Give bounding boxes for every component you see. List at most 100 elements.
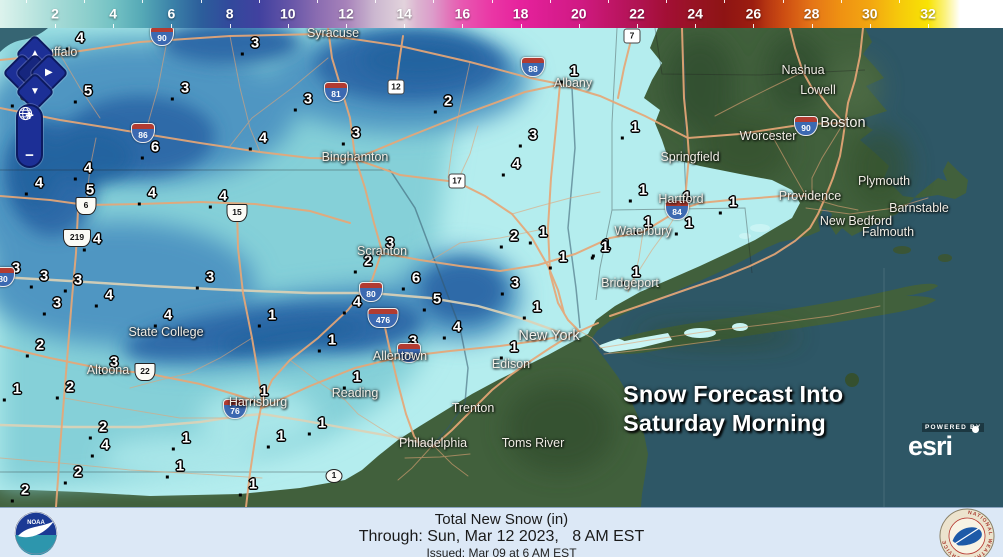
city-label-hartford: Hartford [658,192,704,206]
colorbar-tick [404,24,406,28]
colorbar-label: 18 [512,5,529,22]
city-label-plymouth: Plymouth [857,174,911,188]
snow-value: 2 [55,379,74,400]
us-route-6-shield: 6 [75,197,97,215]
colorbar-tick [695,24,697,28]
snow-value-marker [501,173,505,177]
us-route-15-shield: 15 [226,204,248,222]
snow-value: 4 [73,160,92,181]
interstate-90-shield: 90 [150,28,174,46]
snow-value: 3 [42,295,61,316]
snow-value-marker [620,136,624,140]
city-label-edison: Edison [491,357,531,371]
snow-value: 1 [171,430,190,451]
city-label-bridgeport: Bridgeport [601,276,659,290]
snow-value: 1 [307,415,326,436]
snow-value-marker [248,147,252,151]
city-label-lowell: Lowell [800,83,836,97]
nws-seal: NATIONAL WEATHER SERVICE [938,508,996,557]
zoom-out-button[interactable]: − [25,147,34,164]
snow-value: 5 [73,83,92,104]
snow-value-marker [140,156,144,160]
snow-value-marker [137,202,141,206]
snow-value-marker [240,52,244,56]
snow-value: 4 [442,319,461,340]
noaa-text: NOAA [27,520,45,526]
lake-erie [0,28,48,52]
interstate-86-shield: 86 [131,123,155,143]
interstate-78-shield: 78 [397,343,421,363]
colorbar-tick [142,0,144,3]
snow-value: 2 [88,419,107,440]
city-label-new-bedford: New Bedford [819,214,893,228]
footer-text: Total New Snow (in) Through: Sun, Mar 12… [0,508,1003,557]
snow-value-marker [99,371,103,375]
snow-value: 3 [500,275,519,296]
snow-value: 1 [548,249,567,270]
snow-value-marker [293,108,297,112]
map-terrain [0,28,1003,507]
snow-value: 3 [518,127,537,148]
terrain-shading [505,33,910,473]
snow-value: 1 [238,476,257,497]
city-label-barnstable: Barnstable [889,201,949,215]
snow-value-marker [208,205,212,209]
snow-value: 4 [342,294,361,315]
colorbar-tick [375,0,377,3]
snow-value-marker [90,454,94,458]
colorbar-label: 24 [687,5,703,22]
snow-value-marker [591,254,595,258]
city-label-falmouth: Falmouth [861,225,915,239]
snow-value: 4 [90,437,109,458]
snow-value: 4 [153,307,172,328]
snow-value: 4 [24,175,43,196]
esri-logo[interactable]: POWERED BY esri [908,416,992,460]
snow-value-marker [422,308,426,312]
snow-value-marker [82,248,86,252]
snow-value: 1 [628,182,647,203]
interstate-76-shield: 76 [223,399,247,419]
colorbar-label: 32 [920,5,936,22]
map-title: Snow Forecast Into Saturday Morning [623,380,843,438]
snow-value: 6 [140,139,159,160]
zoom-control: + − [16,104,43,168]
footer-issued: Issued: Mar 09 at 6 AM EST [426,546,577,557]
snow-value: 3 [99,354,118,375]
snow-value: 1 [249,383,268,404]
interstate-90-shield: 90 [794,116,818,136]
colorbar-label: 22 [629,5,645,22]
snow-value: 1 [522,299,541,320]
map-canvas[interactable]: 4333213141553643445444333343322111111111… [0,28,1003,507]
zoom-in-button[interactable]: + [25,107,34,124]
snow-value-marker [195,286,199,290]
colorbar-tick [258,0,260,3]
snow-value: 4 [65,30,84,51]
footer-title: Total New Snow (in) [434,511,569,528]
snow-value-marker [153,324,157,328]
snow-value-marker [499,245,503,249]
snow-value: 5 [422,291,441,312]
snow-value: 1 [2,381,21,402]
snow-value-marker [10,499,14,503]
snow-value-marker [63,289,67,293]
city-label-toms-river: Toms River [501,436,565,450]
colorbar-label: 2 [51,5,59,22]
interstate-81-shield: 81 [324,82,348,102]
globe-icon[interactable] [18,106,33,121]
roads [0,28,929,507]
snow-value: 2 [10,482,29,503]
city-label-albany: Albany [553,76,593,90]
snow-value-marker [628,199,632,203]
city-label-reading: Reading [331,386,379,400]
arrow-down-icon: ▼ [30,86,40,97]
colorbar-tick [433,0,435,3]
city-label-boston: Boston [820,115,866,131]
snow-value-marker [10,104,14,108]
colorbar-tick [724,0,726,3]
arrow-right-icon: ▶ [45,66,53,78]
snow-value: 1 [674,215,693,236]
snow-value-marker [63,481,67,485]
snow-value-marker [528,241,532,245]
city-label-harrisburg: Harrisburg [228,395,288,409]
